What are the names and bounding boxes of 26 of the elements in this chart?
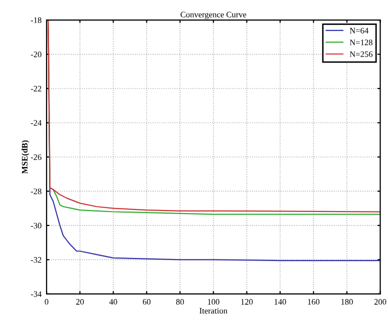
x-tick-label: 0 [44, 299, 48, 305]
x-tick-label: 100 [208, 299, 220, 305]
y-tick-label: -28 [30, 188, 42, 194]
y-tick-label: -24 [30, 120, 42, 126]
x-tick-label: 200 [374, 299, 386, 305]
x-tick-label: 40 [109, 299, 118, 305]
legend-label: N=128 [350, 40, 372, 46]
x-tick-label: 180 [341, 299, 353, 305]
y-axis-title: MSE(dB) [22, 140, 30, 174]
y-tick-label: -18 [30, 17, 42, 24]
legend-label: N=256 [350, 51, 372, 58]
x-tick-label: 120 [241, 299, 253, 305]
chart-title: Convergence Curve [180, 12, 246, 20]
y-tick-label: -32 [30, 257, 42, 263]
x-tick-label: 60 [142, 299, 151, 305]
x-tick-label: 160 [308, 299, 320, 305]
y-tick-label: -26 [30, 154, 42, 160]
y-tick-label: -20 [30, 52, 42, 58]
y-tick-label: -30 [30, 222, 42, 228]
y-tick-label: -34 [30, 291, 42, 297]
x-tick-label: 20 [76, 299, 84, 305]
x-axis-title: Iteration [200, 308, 228, 314]
x-tick-label: 80 [176, 299, 184, 305]
legend-label: N=64 [350, 28, 368, 34]
y-tick-label: -22 [30, 86, 42, 92]
x-tick-label: 140 [274, 299, 286, 305]
